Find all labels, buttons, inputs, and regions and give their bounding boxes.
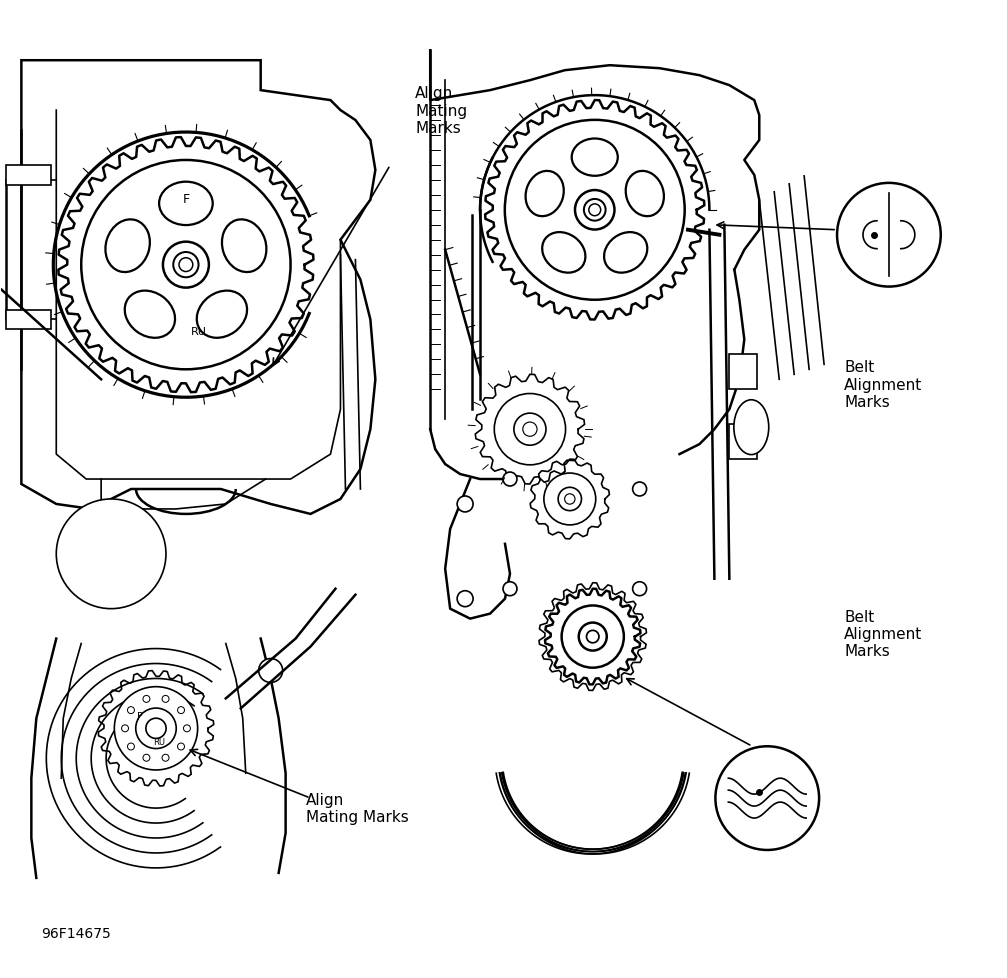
Circle shape [143,695,150,702]
Circle shape [544,473,596,525]
Circle shape [128,707,134,714]
Text: RU: RU [190,327,206,336]
Circle shape [514,414,546,446]
Text: Align
Mating
Marks: Align Mating Marks [415,86,467,136]
Circle shape [579,623,607,651]
Circle shape [565,494,575,505]
Circle shape [457,591,473,607]
Ellipse shape [196,291,247,338]
Ellipse shape [526,172,564,217]
Circle shape [146,719,166,738]
Circle shape [259,659,283,683]
Bar [729,355,757,390]
Circle shape [584,200,605,221]
Circle shape [523,422,537,437]
Circle shape [177,743,184,750]
Circle shape [173,252,198,278]
Text: F: F [182,193,189,205]
Circle shape [632,582,646,596]
Circle shape [494,394,566,466]
Circle shape [558,488,581,511]
Circle shape [632,482,646,497]
Circle shape [162,695,169,702]
Bar [729,424,757,460]
Circle shape [715,746,819,850]
Circle shape [562,605,624,668]
Circle shape [586,631,599,644]
Circle shape [143,754,150,762]
Ellipse shape [572,139,617,177]
Circle shape [128,743,134,750]
Circle shape [162,754,169,762]
Text: RU: RU [153,736,165,746]
Ellipse shape [734,400,768,455]
Ellipse shape [604,233,648,274]
Circle shape [122,725,129,733]
Ellipse shape [125,291,175,338]
Ellipse shape [222,220,267,273]
Circle shape [115,687,197,770]
Text: Align
Mating Marks: Align Mating Marks [305,792,408,824]
Circle shape [457,497,473,512]
Circle shape [504,582,517,596]
Ellipse shape [542,233,585,274]
Text: 96F14675: 96F14675 [41,926,111,940]
Circle shape [837,184,941,288]
Ellipse shape [159,183,212,226]
Bar [6,310,51,331]
Polygon shape [21,62,376,514]
Circle shape [504,472,517,486]
Bar [6,165,51,186]
Ellipse shape [625,172,664,217]
Text: F: F [137,711,143,721]
Circle shape [136,708,176,749]
Text: Belt
Alignment
Marks: Belt Alignment Marks [844,609,922,659]
Circle shape [183,725,190,733]
Circle shape [56,500,166,609]
Text: Belt
Alignment
Marks: Belt Alignment Marks [844,360,922,410]
Circle shape [177,707,184,714]
Ellipse shape [106,220,150,273]
